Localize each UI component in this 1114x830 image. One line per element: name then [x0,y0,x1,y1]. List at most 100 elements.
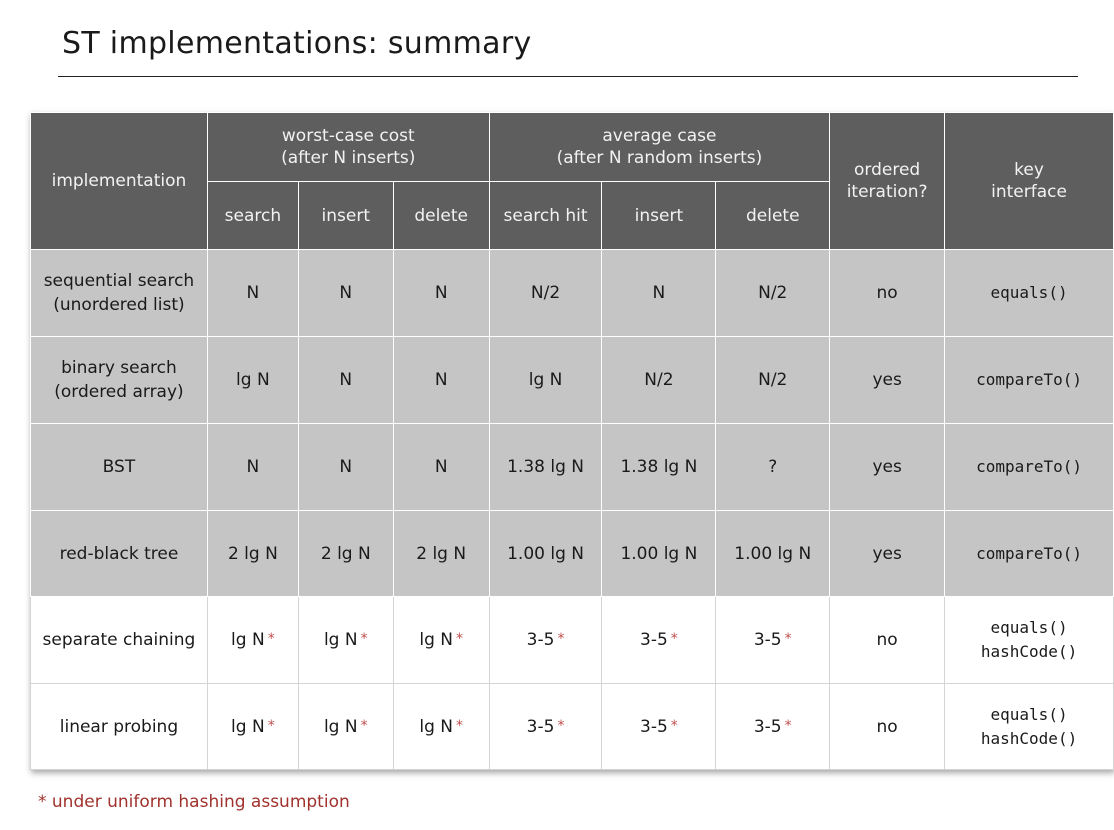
asterisk-mark: * [784,631,792,647]
asterisk-mark: * [557,717,565,734]
header-implementation: implementation [30,112,208,250]
cost-cell: lg N * [206,596,299,684]
cost-value: 1.38 lg N [507,457,584,477]
ordered-iteration-cell: no [829,596,946,684]
cost-value: lg N [528,370,563,390]
cost-value: N [434,457,448,477]
cost-cell: N/2 [715,249,831,337]
cost-cell: N/2 [488,249,603,337]
cost-cell: lg N * [297,596,394,684]
impl-name-line: binary search [61,358,177,378]
cost-value: N/2 [530,283,561,303]
cost-cell: lg N [206,336,299,424]
row-implementation-name: sequential search (unordered list) [30,249,208,337]
cost-cell: 1.00 lg N [601,510,717,597]
cost-value: 3-5 [753,716,782,737]
cost-value: N [434,370,448,390]
cost-cell: N [601,249,717,337]
key-interface-method: compareTo() [976,543,1083,563]
cost-cell: N [297,423,394,511]
footnote: * under uniform hashing assumption [38,792,350,812]
cost-cell: N/2 [601,336,717,424]
asterisk-mark: * [784,717,792,734]
impl-name-line: red-black tree [59,543,179,564]
header-worst-case: worst-case cost (after N inserts) [206,112,490,182]
row-implementation-name: separate chaining [30,596,208,684]
asterisk-mark: * [557,631,565,647]
cost-value: 2 lg N [227,543,278,564]
header-key-line1: key [1014,160,1044,180]
table-row: red-black tree 2 lg N 2 lg N 2 lg N 1.00 lg … [30,510,1114,597]
row-implementation-name: binary search (ordered array) [30,336,208,424]
header-avg-line1: average case [602,126,717,146]
cost-value: N [246,457,260,477]
ordered-iteration-cell: no [829,683,946,770]
table-row: linear probing lg N * lg N * lg N * 3-5 * 3-5 * 3-5… [30,683,1114,770]
cost-cell: N/2 [715,336,831,424]
cost-value: 1.38 lg N [620,457,698,477]
cost-value: 3-5 [526,630,555,650]
cost-value: N/2 [644,370,674,390]
key-interface-cell: equals() hashCode() [944,596,1114,684]
ordered-iteration-cell: yes [829,336,946,424]
table-row: separate chaining lg N * lg N * lg N * 3-5 * 3-5 *… [30,596,1114,684]
cost-cell: N [392,249,490,337]
cost-value: N [339,283,353,303]
asterisk-mark: * [670,631,678,647]
cost-cell: 3-5 * [715,683,831,770]
key-interface-cell: equals() hashCode() [944,683,1114,770]
cost-value: N [246,283,260,303]
cost-value: lg N [419,716,453,737]
key-interface-cell: compareTo() [944,336,1114,424]
header-average-case: average case (after N random inserts) [488,112,831,182]
key-interface-method: equals() [990,704,1068,724]
cost-cell: lg N * [392,596,490,684]
asterisk-mark: * [360,717,368,734]
table-body: sequential search (unordered list) N N N N/2 N… [30,249,1114,770]
cost-cell: 3-5 * [488,596,603,684]
cost-value: lg N [419,630,453,650]
subheader-avg-delete: delete [715,181,831,250]
cost-cell: 1.38 lg N [488,423,603,511]
cost-cell: N [297,336,394,424]
cost-cell: N [392,423,490,511]
impl-name-line: separate chaining [42,630,196,650]
asterisk-mark: * [455,631,463,647]
cost-value: N/2 [758,283,788,303]
asterisk-mark: * [267,717,275,734]
subheader-delete: delete [392,181,490,250]
header-ordered-line2: iteration? [846,182,928,202]
cost-cell: 3-5 * [715,596,831,684]
cost-cell: 1.00 lg N [488,510,603,597]
cost-value: lg N [236,370,270,390]
cost-value: N [339,370,353,390]
key-interface-cell: compareTo() [944,510,1114,597]
subheader-insert: insert [297,181,394,250]
cost-value: 1.00 lg N [507,543,584,564]
asterisk-mark: * [455,717,463,734]
cost-cell: N [206,249,299,337]
cost-value: 3-5 [526,716,555,737]
ordered-iteration-cell: yes [829,423,946,511]
cost-cell: 1.00 lg N [715,510,831,597]
cost-cell: lg N * [206,683,299,770]
cost-value: ? [768,457,778,477]
row-implementation-name: linear probing [30,683,208,770]
cost-cell: lg N * [297,683,394,770]
table-row: sequential search (unordered list) N N N N/2 N… [30,249,1114,337]
cost-value: lg N [323,630,358,650]
header-worst-line1: worst-case cost [281,126,415,146]
cost-cell: 1.38 lg N [601,423,717,511]
cost-value: 1.00 lg N [620,543,698,564]
asterisk-mark: * [267,631,275,647]
subheader-search: search [206,181,299,250]
cost-cell: 2 lg N [206,510,299,597]
cost-value: 2 lg N [416,543,467,564]
cost-cell: 3-5 * [488,683,603,770]
title-divider [58,76,1078,77]
impl-name-line: (ordered array) [54,382,184,402]
cost-value: lg N [231,716,265,737]
asterisk-mark: * [670,717,678,734]
subheader-search-hit: search hit [488,181,603,250]
